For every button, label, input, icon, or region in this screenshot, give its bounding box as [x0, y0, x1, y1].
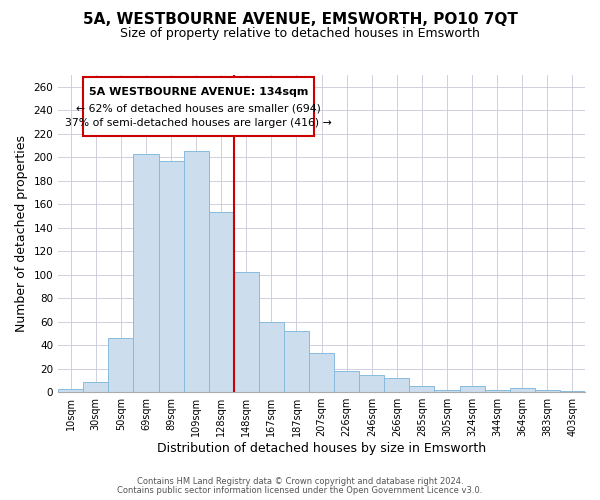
- Text: Size of property relative to detached houses in Emsworth: Size of property relative to detached ho…: [120, 28, 480, 40]
- Bar: [209, 212, 234, 392]
- Bar: [184, 152, 209, 392]
- Bar: [434, 390, 460, 392]
- Bar: [109, 338, 133, 392]
- Bar: [535, 390, 560, 392]
- Text: 5A WESTBOURNE AVENUE: 134sqm: 5A WESTBOURNE AVENUE: 134sqm: [89, 86, 308, 97]
- Text: Contains HM Land Registry data © Crown copyright and database right 2024.: Contains HM Land Registry data © Crown c…: [137, 477, 463, 486]
- Text: ← 62% of detached houses are smaller (694): ← 62% of detached houses are smaller (69…: [76, 103, 321, 113]
- X-axis label: Distribution of detached houses by size in Emsworth: Distribution of detached houses by size …: [157, 442, 486, 455]
- Bar: [309, 354, 334, 392]
- Bar: [234, 272, 259, 392]
- FancyBboxPatch shape: [83, 78, 314, 136]
- Bar: [334, 371, 359, 392]
- Bar: [385, 378, 409, 392]
- Bar: [359, 374, 385, 392]
- Bar: [259, 322, 284, 392]
- Y-axis label: Number of detached properties: Number of detached properties: [15, 135, 28, 332]
- Bar: [409, 386, 434, 392]
- Bar: [83, 382, 109, 392]
- Bar: [560, 391, 585, 392]
- Bar: [58, 388, 83, 392]
- Bar: [158, 161, 184, 392]
- Text: Contains public sector information licensed under the Open Government Licence v3: Contains public sector information licen…: [118, 486, 482, 495]
- Bar: [510, 388, 535, 392]
- Text: 37% of semi-detached houses are larger (416) →: 37% of semi-detached houses are larger (…: [65, 118, 332, 128]
- Bar: [460, 386, 485, 392]
- Bar: [485, 390, 510, 392]
- Bar: [284, 331, 309, 392]
- Bar: [133, 154, 158, 392]
- Text: 5A, WESTBOURNE AVENUE, EMSWORTH, PO10 7QT: 5A, WESTBOURNE AVENUE, EMSWORTH, PO10 7Q…: [83, 12, 517, 28]
